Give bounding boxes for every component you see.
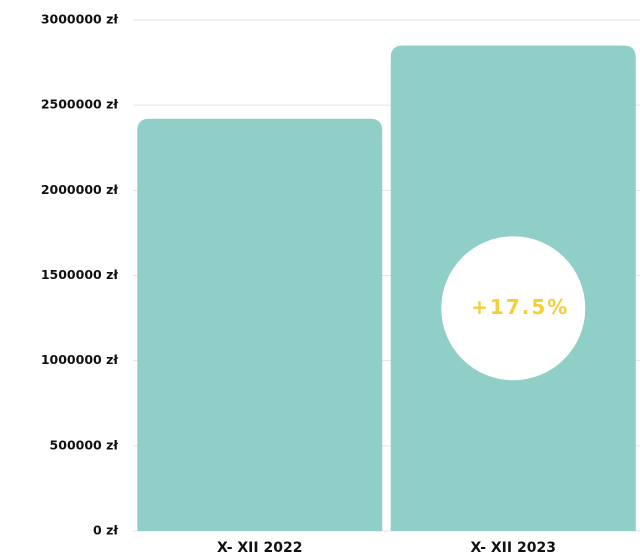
y-tick-label: 500000 zł: [50, 437, 119, 452]
y-tick-label: 1500000 zł: [41, 267, 119, 282]
annotation-circle: [441, 236, 586, 381]
annotation: +17.5%: [471, 295, 569, 319]
bar: [137, 118, 383, 531]
y-tick-label: 3000000 zł: [41, 12, 119, 27]
y-tick-label: 2000000 zł: [41, 182, 119, 197]
y-tick-label: 2500000 zł: [41, 97, 119, 112]
y-tick-label: 0 zł: [93, 523, 118, 538]
y-tick-label: 1000000 zł: [41, 352, 119, 367]
x-tick-label: X- XII 2022: [217, 540, 302, 556]
x-tick-label: X- XII 2023: [471, 540, 556, 556]
